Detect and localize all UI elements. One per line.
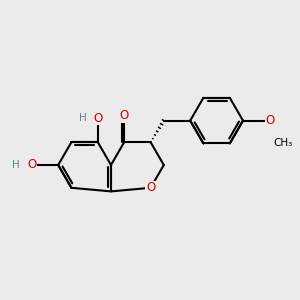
Text: CH₃: CH₃: [274, 138, 293, 148]
Text: O: O: [266, 114, 274, 127]
Text: O: O: [120, 109, 129, 122]
Text: H: H: [79, 113, 87, 123]
Text: O: O: [146, 181, 155, 194]
Text: O: O: [93, 112, 102, 125]
Text: H: H: [12, 160, 20, 170]
Text: O: O: [27, 158, 36, 172]
